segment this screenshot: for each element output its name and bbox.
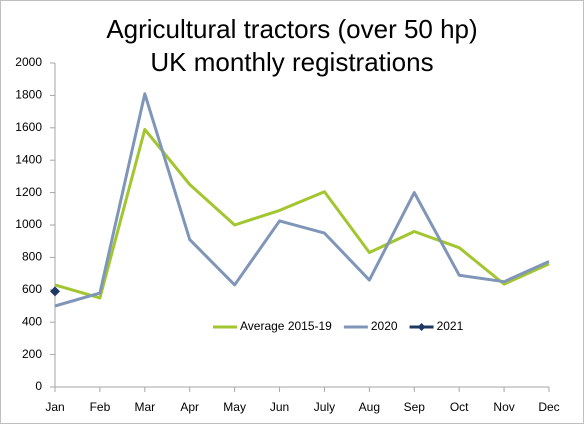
legend-label: 2020 — [371, 319, 398, 333]
y-tick-label: 1600 — [15, 120, 42, 134]
x-tick-label: May — [223, 400, 246, 414]
y-tick-label: 400 — [22, 314, 42, 328]
y-tick-label: 600 — [22, 282, 42, 296]
y-tick-label: 1000 — [15, 217, 42, 231]
line-series — [54, 127, 550, 300]
x-tick-label: Jan — [45, 400, 64, 414]
x-tick-label: Sep — [404, 400, 426, 414]
x-tick-label: Apr — [180, 400, 199, 414]
chart-title: Agricultural tractors (over 50 hp) — [106, 14, 477, 44]
point-marker — [50, 286, 60, 297]
y-tick-label: 1800 — [15, 88, 42, 102]
chart-subtitle: UK monthly registrations — [150, 47, 433, 77]
y-tick-label: 1200 — [15, 185, 42, 199]
x-tick-label: Dec — [538, 400, 559, 414]
legend-label: Average 2015-19 — [240, 319, 332, 333]
y-tick-label: 800 — [22, 250, 42, 264]
x-tick-label: Nov — [493, 400, 514, 414]
x-tick-label: Jun — [270, 400, 289, 414]
x-tick-label: July — [314, 400, 335, 414]
legend-marker — [417, 323, 426, 331]
line-series — [54, 92, 550, 308]
x-tick-label: Feb — [90, 400, 111, 414]
x-tick-label: Aug — [359, 400, 380, 414]
x-tick-label: Mar — [134, 400, 155, 414]
legend-label: 2021 — [437, 319, 464, 333]
y-tick-label: 2000 — [15, 55, 42, 69]
y-tick-label: 1400 — [15, 152, 42, 166]
y-tick-label: 0 — [35, 379, 42, 393]
y-tick-label: 200 — [22, 347, 42, 361]
x-tick-label: Oct — [450, 400, 469, 414]
